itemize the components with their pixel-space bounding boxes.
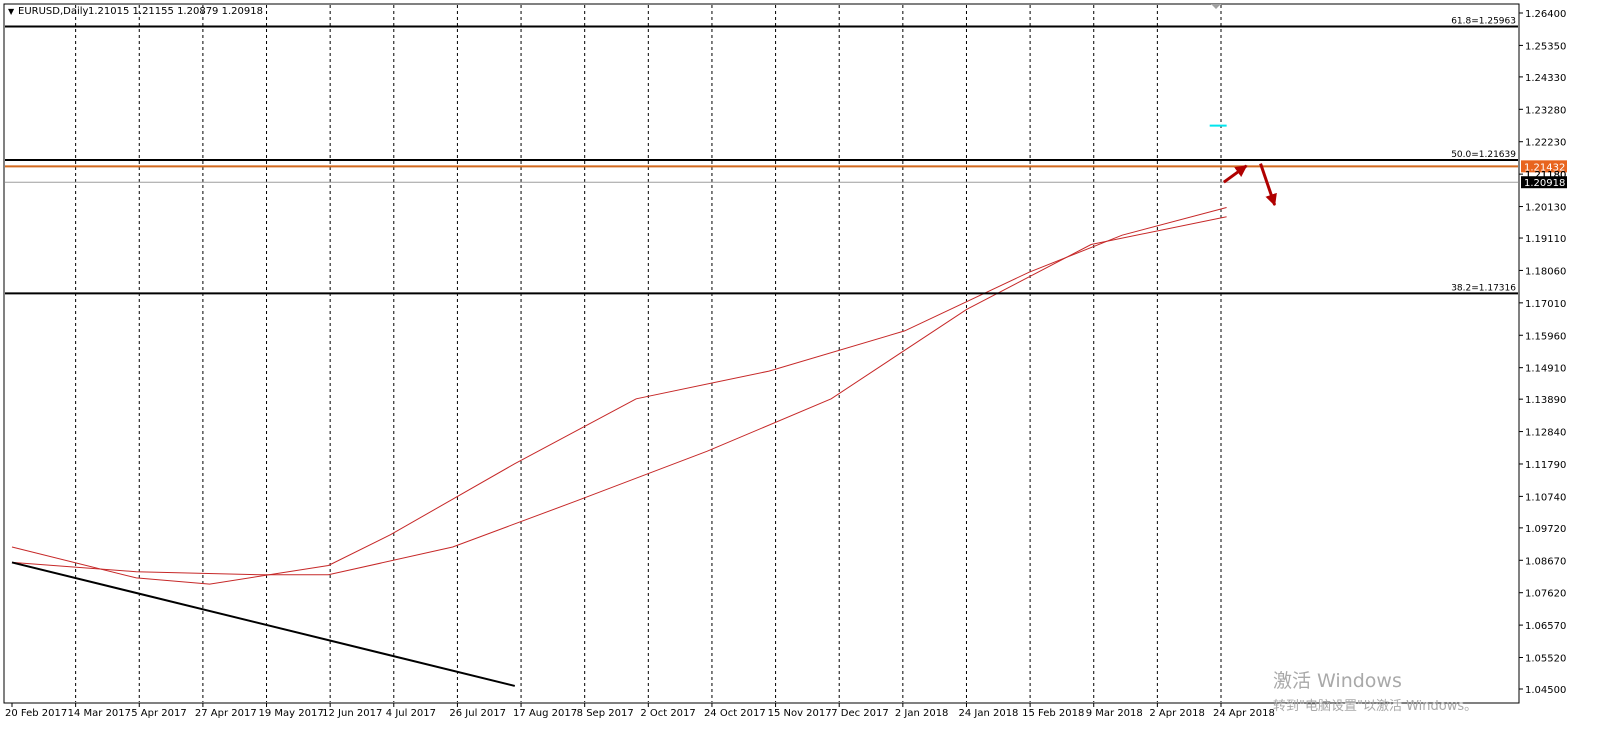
collapse-triangle-icon[interactable]: ▼: [8, 7, 15, 16]
y-tick-label: 1.26400: [1525, 9, 1566, 20]
x-tick-label: 2 Jan 2018: [895, 708, 949, 719]
x-tick-label: 4 Jul 2017: [386, 708, 436, 719]
x-tick-label: 26 Jul 2017: [449, 708, 506, 719]
y-tick-label: 1.15960: [1525, 331, 1566, 342]
moving-average-line: [11, 207, 1227, 585]
price-tag-box: [1521, 176, 1567, 189]
price-tag: 1.21180: [1525, 170, 1566, 181]
x-tick-label: 15 Nov 2017: [768, 708, 832, 719]
x-tick-label: 14 Mar 2017: [68, 708, 131, 719]
x-tick-label: 8 Sep 2017: [577, 708, 634, 719]
up-arrow: [1222, 164, 1248, 184]
fibonacci-level-label: 38.2=1.17316: [1451, 283, 1516, 293]
fibonacci-level-label: 50.0=1.21639: [1451, 150, 1516, 160]
y-tick-label: 1.18060: [1525, 266, 1566, 277]
x-tick-label: 2 Oct 2017: [640, 708, 695, 719]
shift-marker-icon[interactable]: [1211, 4, 1221, 9]
ohlc-readout: 1.21015 1.21155 1.20879 1.20918: [88, 6, 263, 17]
price-tag-box: [1521, 160, 1567, 173]
x-tick-label: 7 Dec 2017: [831, 708, 889, 719]
y-tick-label: 1.06570: [1525, 621, 1566, 632]
down-arrow: [1259, 163, 1277, 207]
symbol-label: EURUSD,Daily: [18, 6, 89, 17]
y-tick-label: 1.23280: [1525, 105, 1566, 116]
price-tag: 1.21432: [1524, 162, 1565, 173]
y-tick-label: 1.14910: [1525, 364, 1566, 375]
y-tick-label: 1.09720: [1525, 524, 1566, 535]
y-tick-label: 1.13890: [1525, 395, 1566, 406]
y-tick-label: 1.24330: [1525, 73, 1566, 84]
y-tick-label: 1.25350: [1525, 41, 1566, 52]
plot-border: [3, 3, 1520, 704]
x-tick-label: 9 Mar 2018: [1086, 708, 1143, 719]
y-tick-label: 1.05520: [1525, 654, 1566, 665]
x-tick-label: 19 May 2017: [259, 708, 324, 719]
y-tick-label: 1.21180: [1525, 170, 1566, 181]
trendline: [11, 561, 516, 687]
activation-subtitle: 转到"电脑设置"以激活 Windows。: [1273, 699, 1477, 714]
x-tick-label: 24 Oct 2017: [704, 708, 766, 719]
activation-title: 激活 Windows: [1273, 670, 1402, 692]
y-tick-label: 1.22230: [1525, 138, 1566, 149]
x-tick-label: 24 Apr 2018: [1213, 708, 1275, 719]
y-tick-label: 1.19110: [1525, 234, 1566, 245]
y-tick-label: 1.11790: [1525, 460, 1566, 471]
x-tick-label: 12 Jun 2017: [322, 708, 382, 719]
y-tick-label: 1.10740: [1525, 492, 1566, 503]
x-tick-label: 20 Feb 2017: [5, 708, 67, 719]
y-tick-label: 1.04500: [1525, 685, 1566, 696]
moving-average-line: [11, 216, 1227, 576]
y-tick-label: 1.12840: [1525, 428, 1566, 439]
price-tag: 1.20918: [1524, 178, 1565, 189]
x-tick-label: 2 Apr 2018: [1149, 708, 1204, 719]
fibonacci-level-label: 61.8=1.25963: [1451, 16, 1516, 26]
y-tick-label: 1.07620: [1525, 589, 1566, 600]
x-tick-label: 27 Apr 2017: [195, 708, 257, 719]
x-tick-label: 15 Feb 2018: [1022, 708, 1084, 719]
x-tick-label: 24 Jan 2018: [958, 708, 1018, 719]
x-tick-label: 17 Aug 2017: [513, 708, 577, 719]
x-tick-label: 5 Apr 2017: [131, 708, 186, 719]
y-tick-label: 1.20130: [1525, 203, 1566, 214]
y-tick-label: 1.08670: [1525, 556, 1566, 567]
y-tick-label: 1.17010: [1525, 299, 1566, 310]
